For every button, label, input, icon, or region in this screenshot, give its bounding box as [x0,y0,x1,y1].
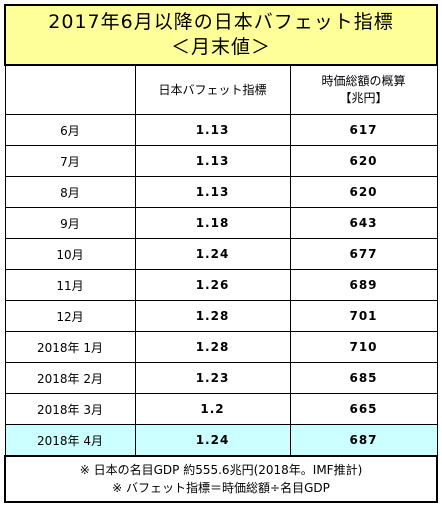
market-cap-cell: 685 [289,362,438,394]
table-row: 8月 1.13 620 [4,176,438,208]
header-month [4,64,136,115]
month-cell: 2018年 3月 [4,393,136,425]
indicator-cell: 1.13 [134,114,291,146]
table-row: 10月 1.24 677 [4,238,438,270]
indicator-cell: 1.13 [134,176,291,208]
market-cap-cell: 677 [289,238,438,270]
month-cell: 10月 [4,238,136,270]
header-market-cap: 時価総額の概算 【兆円】 [289,64,438,115]
market-cap-cell: 665 [289,393,438,425]
month-cell: 2018年 1月 [4,331,136,363]
month-cell: 12月 [4,300,136,332]
table-row: 11月 1.26 689 [4,269,438,301]
month-cell: 8月 [4,176,136,208]
footnote-formula: ※ バフェット指標＝時価総額÷名目GDP [112,481,330,495]
header-market-cap-line-1: 時価総額の概算 [321,74,406,88]
header-market-cap-line-2: 【兆円】 [339,91,388,105]
footnote-gdp: ※ 日本の名目GDP 約555.6兆円(2018年。IMF推計) [79,463,363,477]
indicator-cell: 1.24 [134,424,291,457]
data-table: 2017年6月以降の日本バフェット指標 ＜月末値＞ 日本バフェット指標 時価総額… [3,4,439,503]
indicator-cell: 1.28 [134,331,291,363]
footnotes: ※ 日本の名目GDP 約555.6兆円(2018年。IMF推計) ※ バフェット… [3,455,439,503]
header-row: 日本バフェット指標 時価総額の概算 【兆円】 [4,64,438,115]
indicator-cell: 1.18 [134,207,291,239]
table-row-highlighted: 2018年 4月 1.24 687 [4,424,438,457]
market-cap-cell: 617 [289,114,438,146]
market-cap-cell: 689 [289,269,438,301]
notes-row: ※ 日本の名目GDP 約555.6兆円(2018年。IMF推計) ※ バフェット… [3,455,439,503]
indicator-cell: 1.13 [134,145,291,177]
market-cap-cell: 620 [289,145,438,177]
month-cell: 11月 [4,269,136,301]
table-row: 7月 1.13 620 [4,145,438,177]
table-row: 2018年 3月 1.2 665 [4,393,438,425]
title-row: 2017年6月以降の日本バフェット指標 ＜月末値＞ [3,4,439,66]
market-cap-cell: 643 [289,207,438,239]
month-cell: 2018年 4月 [4,424,136,457]
indicator-cell: 1.2 [134,393,291,425]
market-cap-cell: 620 [289,176,438,208]
indicator-cell: 1.23 [134,362,291,394]
month-cell: 6月 [4,114,136,146]
table-row: 2018年 1月 1.28 710 [4,331,438,363]
market-cap-cell: 701 [289,300,438,332]
table-row: 9月 1.18 643 [4,207,438,239]
table-row: 2018年 2月 1.23 685 [4,362,438,394]
market-cap-cell: 687 [289,424,438,457]
market-cap-cell: 710 [289,331,438,363]
table-title: 2017年6月以降の日本バフェット指標 ＜月末値＞ [3,4,439,66]
table-row: 12月 1.28 701 [4,300,438,332]
buffett-indicator-table: 2017年6月以降の日本バフェット指標 ＜月末値＞ 日本バフェット指標 時価総額… [3,4,439,503]
header-indicator: 日本バフェット指標 [134,64,291,115]
month-cell: 7月 [4,145,136,177]
indicator-cell: 1.24 [134,238,291,270]
indicator-cell: 1.28 [134,300,291,332]
title-line-1: 2017年6月以降の日本バフェット指標 [48,11,394,33]
month-cell: 9月 [4,207,136,239]
indicator-cell: 1.26 [134,269,291,301]
title-line-2: ＜月末値＞ [171,36,272,58]
table-row: 6月 1.13 617 [4,114,438,146]
month-cell: 2018年 2月 [4,362,136,394]
